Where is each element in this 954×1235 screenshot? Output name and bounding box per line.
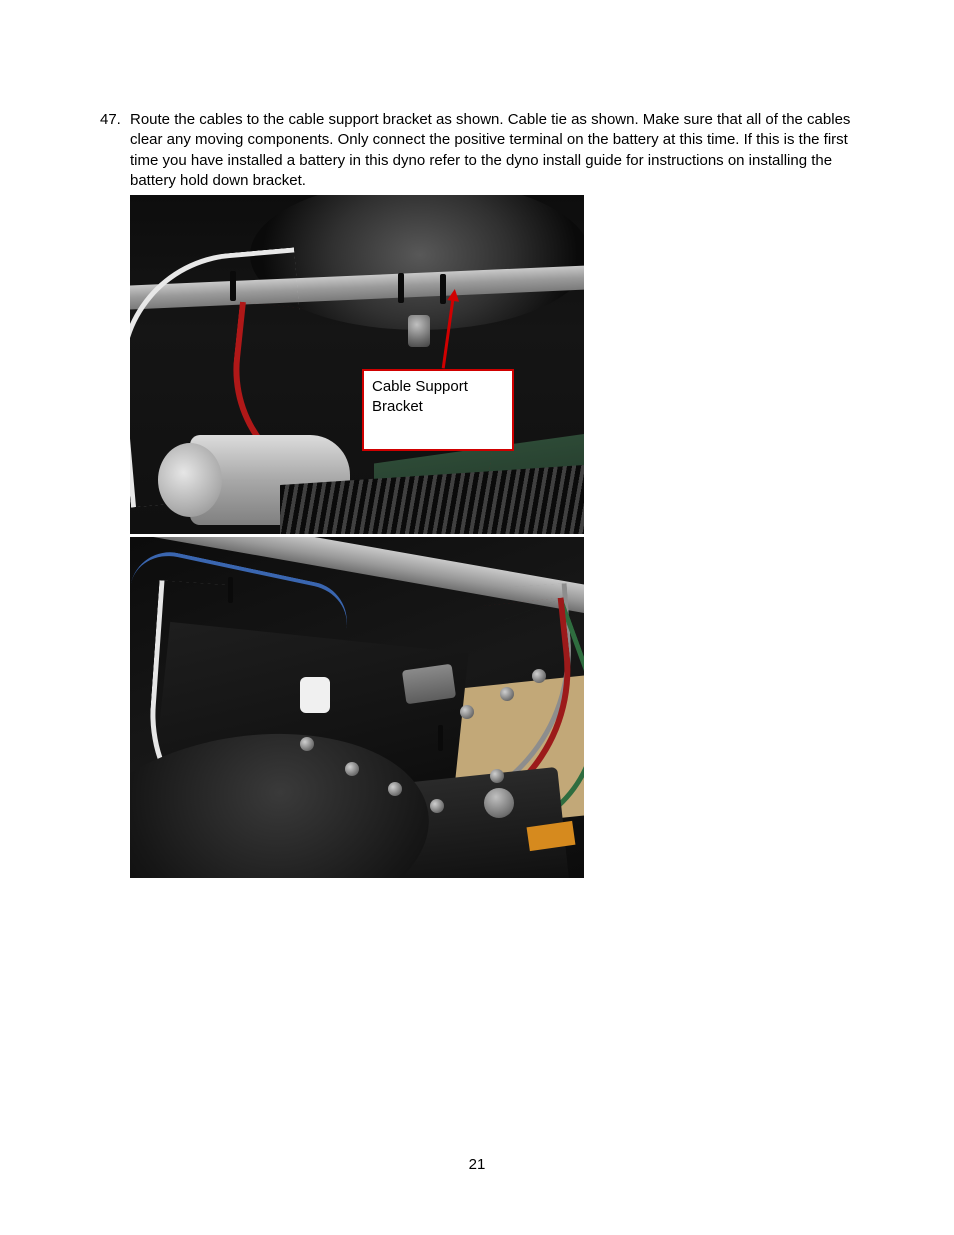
figure-2-connector	[402, 664, 456, 705]
figure-1-bolt	[408, 315, 430, 347]
figure-1-cable-tie	[440, 274, 446, 304]
figures-container: Cable Support Bracket	[130, 195, 854, 878]
figure-2	[130, 537, 584, 878]
figure-1-cable-tie	[398, 273, 404, 303]
figure-2-cable-tie	[438, 725, 443, 751]
callout-label: Cable Support Bracket	[372, 378, 468, 415]
figure-2-bolt	[388, 782, 402, 796]
page-number: 21	[0, 1156, 954, 1173]
figure-2-bolt	[490, 769, 504, 783]
page: 47. Route the cables to the cable suppor…	[0, 0, 954, 1235]
step-47: 47. Route the cables to the cable suppor…	[100, 110, 854, 191]
figure-1-starter-endcap	[158, 443, 222, 517]
figure-2-battery-post	[484, 788, 514, 818]
figure-2-cable-tie	[228, 577, 233, 603]
figure-2-bolt	[430, 799, 444, 813]
callout-cable-support-bracket: Cable Support Bracket	[362, 369, 514, 451]
figure-2-bolt	[500, 687, 514, 701]
step-text: Route the cables to the cable support br…	[130, 110, 854, 191]
figure-2-bolt	[532, 669, 546, 683]
figure-2-bolt	[345, 762, 359, 776]
step-number: 47.	[100, 110, 130, 191]
callout-arrow-head	[447, 288, 461, 302]
figure-2-bolt	[460, 705, 474, 719]
figure-2-white-cap	[300, 677, 330, 713]
figure-2-bolt	[300, 737, 314, 751]
figure-1: Cable Support Bracket	[130, 195, 584, 534]
figure-1-cable-tie	[230, 271, 236, 301]
